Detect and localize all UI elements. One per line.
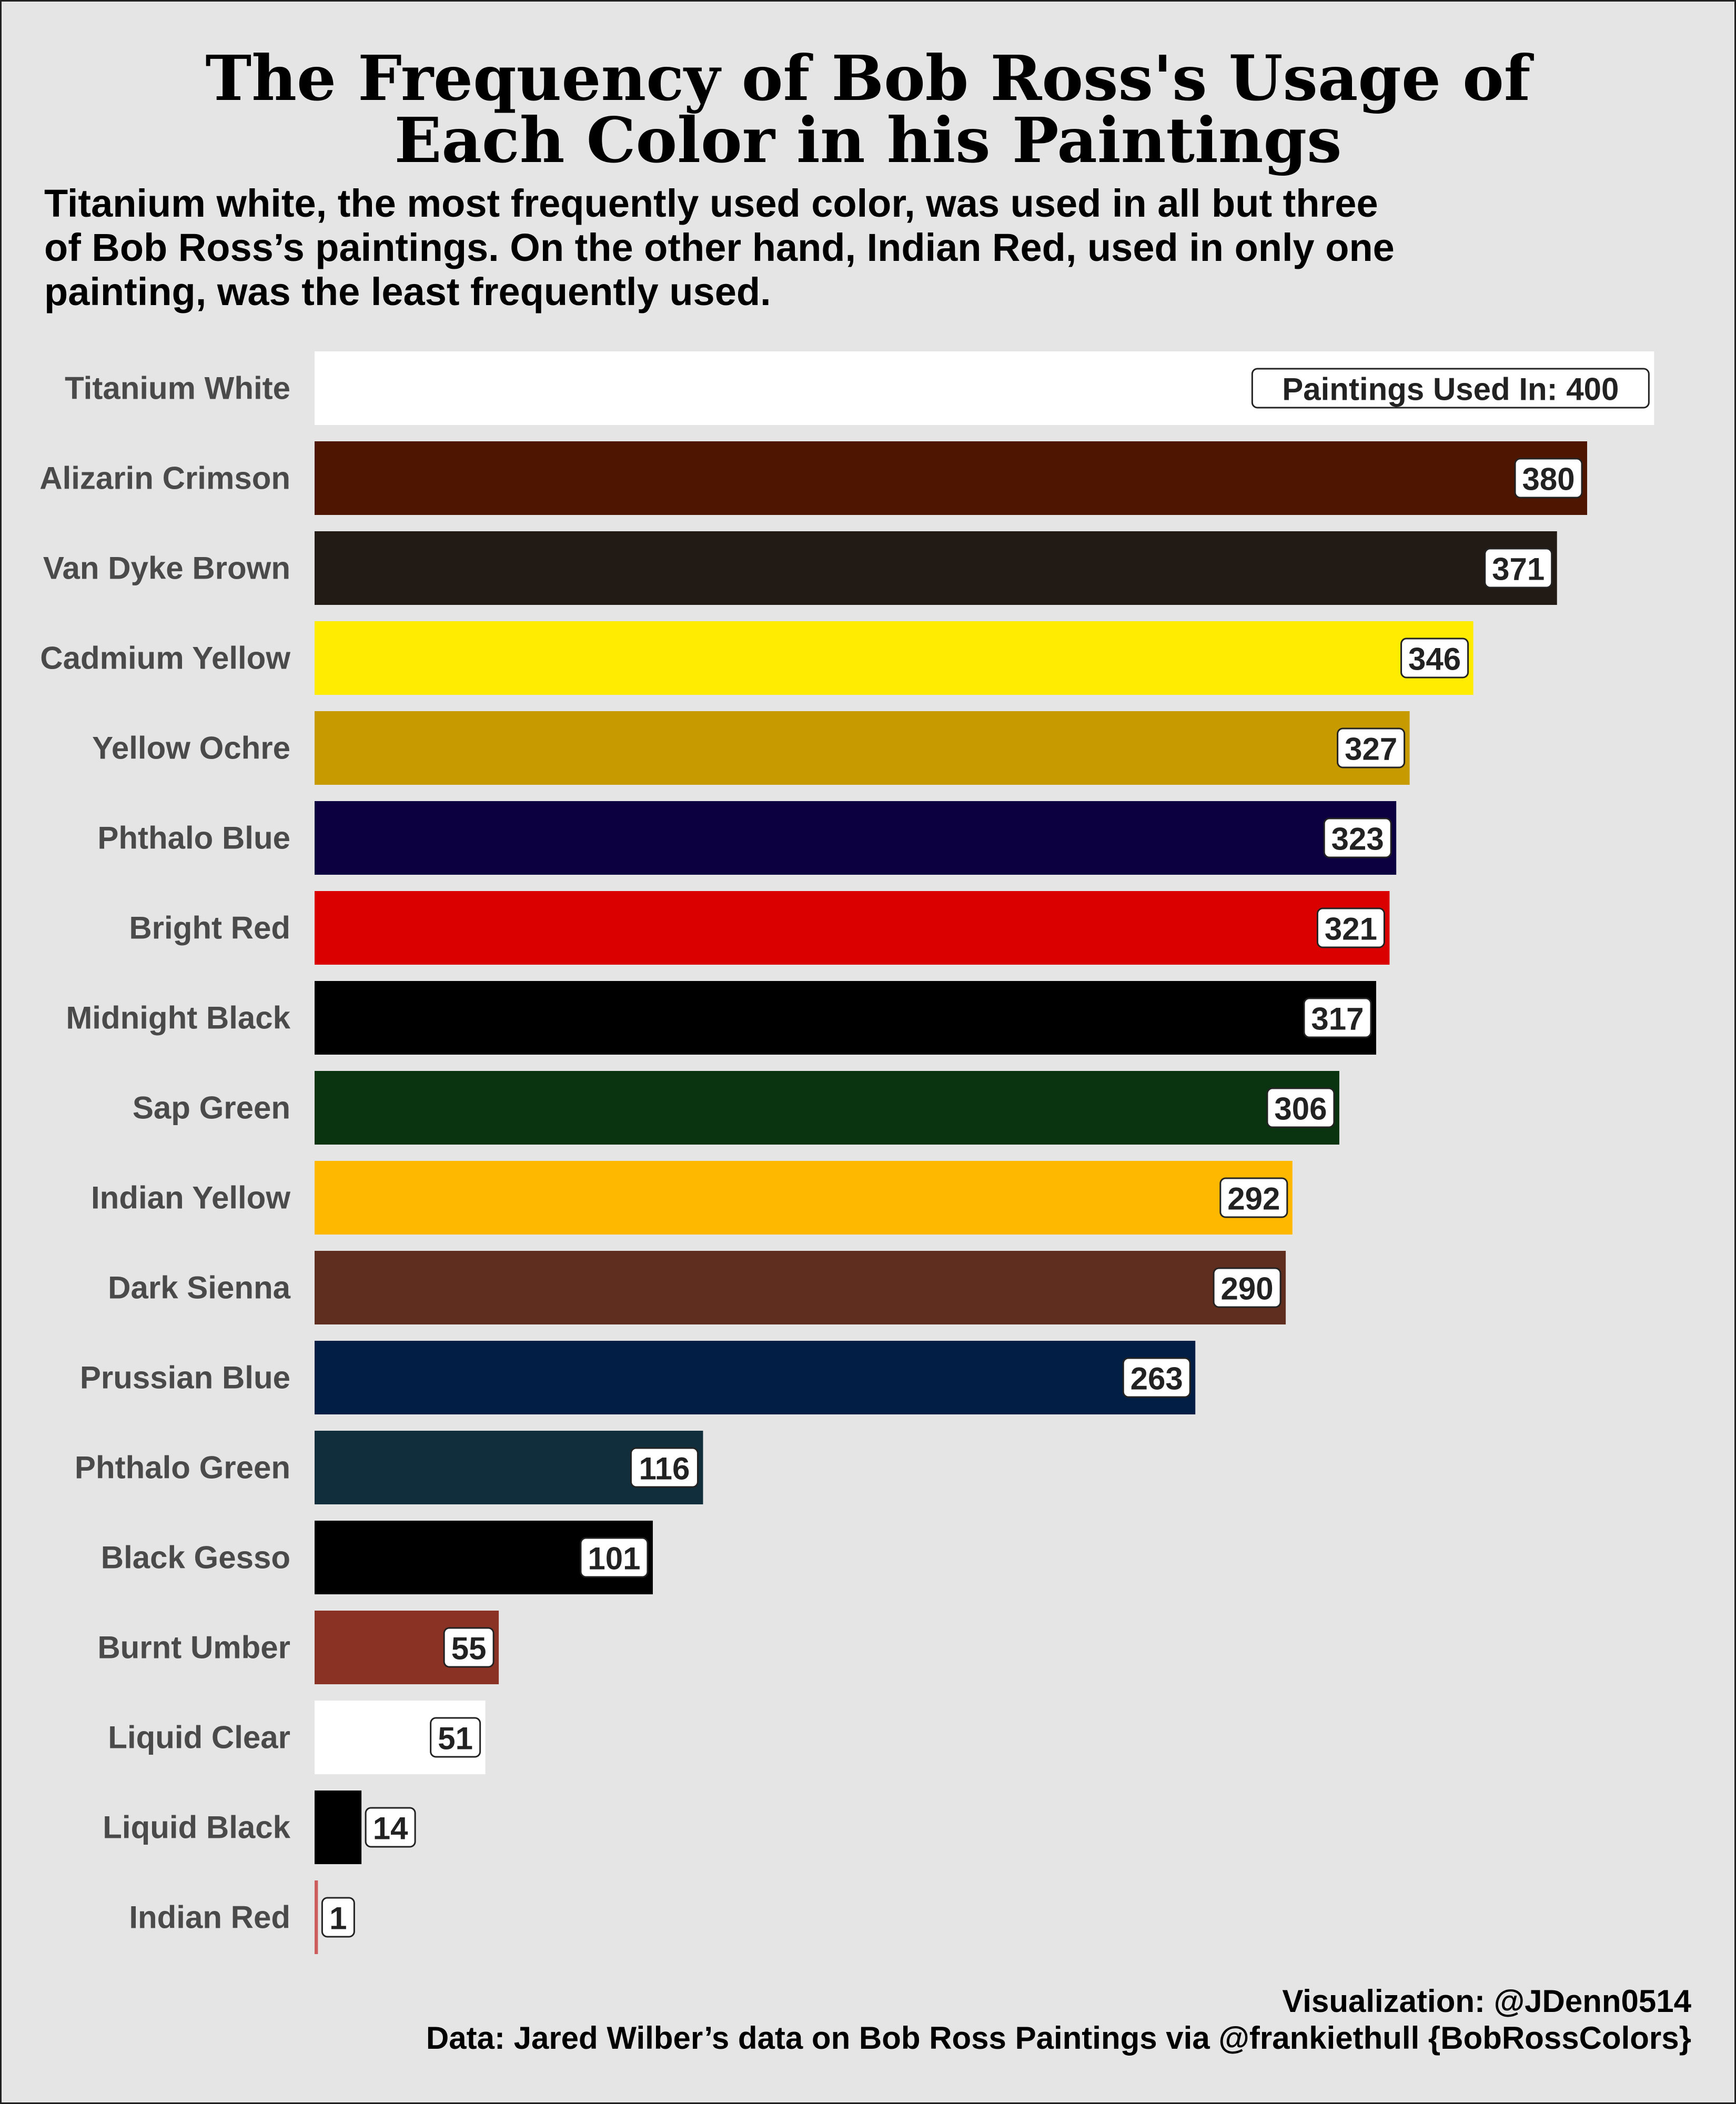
bar-prussian-blue bbox=[315, 1341, 1196, 1414]
bar-liquid-black bbox=[315, 1791, 362, 1864]
value-label-box-liquid-clear bbox=[430, 1717, 481, 1758]
data-source-credit: Data: Jared Wilber’s data on Bob Ross Pa… bbox=[426, 2020, 1691, 2056]
category-label-midnight-black: Midnight Black bbox=[66, 1000, 290, 1036]
value-label-dark-sienna: 290 bbox=[1221, 1271, 1274, 1307]
value-label-box-alizarin-crimson bbox=[1514, 458, 1583, 499]
bar-sap-green bbox=[315, 1071, 1339, 1145]
bar-dark-sienna bbox=[315, 1251, 1286, 1324]
value-label-box-sap-green bbox=[1266, 1087, 1335, 1128]
bar-indian-yellow bbox=[315, 1161, 1293, 1235]
category-label-sap-green: Sap Green bbox=[133, 1090, 290, 1126]
category-label-bright-red: Bright Red bbox=[129, 911, 290, 946]
value-label-indian-yellow: 292 bbox=[1227, 1181, 1280, 1217]
value-label-burnt-umber: 55 bbox=[451, 1631, 487, 1666]
category-label-titanium-white: Titanium White bbox=[65, 371, 290, 406]
category-label-phthalo-green: Phthalo Green bbox=[75, 1450, 290, 1485]
value-label-liquid-black: 14 bbox=[373, 1811, 408, 1846]
category-label-van-dyke-brown: Van Dyke Brown bbox=[43, 551, 290, 586]
value-label-box-black-gesso bbox=[580, 1537, 649, 1578]
value-label-phthalo-blue: 323 bbox=[1331, 822, 1384, 857]
bar-yellow-ochre bbox=[315, 711, 1410, 785]
category-label-indian-red: Indian Red bbox=[129, 1900, 290, 1935]
value-label-black-gesso: 101 bbox=[588, 1541, 640, 1576]
category-label-dark-sienna: Dark Sienna bbox=[108, 1270, 290, 1306]
value-label-box-van-dyke-brown bbox=[1484, 548, 1553, 589]
value-label-box-cadmium-yellow bbox=[1400, 638, 1469, 679]
value-label-liquid-clear: 51 bbox=[438, 1721, 473, 1756]
chart-subtitle-line-1: Titanium white, the most frequently used… bbox=[44, 181, 1378, 225]
value-label-box-bright-red bbox=[1316, 907, 1385, 948]
category-label-liquid-clear: Liquid Clear bbox=[108, 1720, 290, 1755]
value-label-indian-red: 1 bbox=[329, 1901, 347, 1936]
value-label-box-titanium-white bbox=[1251, 368, 1650, 409]
visualization-credit: Visualization: @JDenn0514 bbox=[1282, 1984, 1691, 2019]
value-label-box-yellow-ochre bbox=[1337, 727, 1406, 768]
chart-title: The Frequency of Bob Ross's Usage of Eac… bbox=[0, 47, 1736, 171]
value-label-box-midnight-black bbox=[1303, 997, 1372, 1038]
chart-title-line-1: The Frequency of Bob Ross's Usage of bbox=[205, 42, 1531, 115]
bar-phthalo-blue bbox=[315, 801, 1397, 875]
value-label-box-dark-sienna bbox=[1213, 1267, 1281, 1308]
value-label-bright-red: 321 bbox=[1325, 912, 1377, 947]
chart-subtitle: Titanium white, the most frequently used… bbox=[44, 181, 1465, 314]
value-label-box-liquid-black bbox=[365, 1807, 416, 1848]
value-label-midnight-black: 317 bbox=[1311, 1002, 1364, 1037]
value-label-yellow-ochre: 327 bbox=[1345, 732, 1397, 767]
category-label-yellow-ochre: Yellow Ochre bbox=[92, 731, 290, 766]
value-label-phthalo-green: 116 bbox=[639, 1451, 690, 1486]
chart-subtitle-line-2: of Bob Ross’s paintings. On the other ha… bbox=[44, 226, 1395, 269]
category-label-cadmium-yellow: Cadmium Yellow bbox=[40, 641, 290, 676]
value-label-van-dyke-brown: 371 bbox=[1492, 552, 1545, 587]
category-label-prussian-blue: Prussian Blue bbox=[80, 1360, 290, 1395]
value-label-box-indian-yellow bbox=[1219, 1177, 1288, 1218]
value-label-box-phthalo-green bbox=[630, 1447, 699, 1488]
bar-alizarin-crimson bbox=[315, 441, 1588, 515]
value-label-box-indian-red bbox=[321, 1897, 355, 1938]
bar-cadmium-yellow bbox=[315, 621, 1473, 695]
value-label-box-burnt-umber bbox=[443, 1627, 494, 1668]
category-label-liquid-black: Liquid Black bbox=[103, 1810, 290, 1845]
bar-bright-red bbox=[315, 891, 1390, 965]
value-label-sap-green: 306 bbox=[1274, 1091, 1327, 1127]
bar-midnight-black bbox=[315, 981, 1376, 1055]
value-label-titanium-white: Paintings Used In: 400 bbox=[1282, 372, 1619, 407]
value-label-cadmium-yellow: 346 bbox=[1408, 642, 1461, 677]
category-label-alizarin-crimson: Alizarin Crimson bbox=[39, 461, 290, 496]
value-label-alizarin-crimson: 380 bbox=[1522, 462, 1574, 497]
category-label-burnt-umber: Burnt Umber bbox=[97, 1630, 290, 1665]
category-label-indian-yellow: Indian Yellow bbox=[91, 1180, 290, 1216]
bar-van-dyke-brown bbox=[315, 531, 1557, 605]
category-label-black-gesso: Black Gesso bbox=[101, 1540, 290, 1575]
bar-indian-red bbox=[315, 1880, 318, 1954]
value-label-box-prussian-blue bbox=[1122, 1357, 1191, 1398]
category-label-phthalo-blue: Phthalo Blue bbox=[97, 821, 290, 856]
value-label-box-phthalo-blue bbox=[1323, 817, 1392, 858]
chart-title-line-2: Each Color in his Paintings bbox=[394, 104, 1342, 177]
chart-subtitle-line-3: painting, was the least frequently used. bbox=[44, 270, 771, 313]
value-label-prussian-blue: 263 bbox=[1131, 1361, 1183, 1397]
